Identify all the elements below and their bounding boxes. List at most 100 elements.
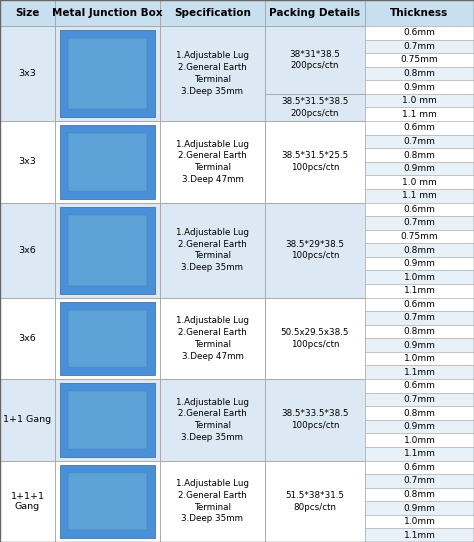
- Text: 51.5*38*31.5
80pcs/ctn: 51.5*38*31.5 80pcs/ctn: [285, 491, 345, 512]
- Text: 1.0 mm: 1.0 mm: [402, 178, 437, 186]
- Bar: [68, 133, 147, 191]
- Bar: [365, 176, 474, 189]
- Text: Size: Size: [15, 8, 40, 18]
- Bar: [160, 203, 265, 298]
- Text: 0.6mm: 0.6mm: [403, 28, 436, 37]
- Text: 38.5*31.5*25.5
100pcs/ctn: 38.5*31.5*25.5 100pcs/ctn: [282, 151, 348, 172]
- Bar: [265, 379, 365, 461]
- Text: Metal Junction Box: Metal Junction Box: [52, 8, 163, 18]
- Bar: [0, 203, 55, 298]
- Text: 0.9mm: 0.9mm: [403, 340, 436, 350]
- Text: 1.0mm: 1.0mm: [403, 354, 436, 363]
- Bar: [160, 379, 265, 461]
- Text: 3x6: 3x6: [18, 334, 36, 343]
- Bar: [265, 461, 365, 542]
- Bar: [55, 26, 160, 121]
- Bar: [365, 216, 474, 230]
- Text: 0.7mm: 0.7mm: [403, 395, 436, 404]
- Bar: [365, 189, 474, 203]
- Bar: [365, 230, 474, 243]
- Bar: [68, 38, 147, 109]
- Bar: [365, 121, 474, 134]
- Bar: [265, 203, 365, 298]
- Bar: [265, 26, 365, 121]
- Bar: [68, 309, 147, 367]
- Bar: [365, 447, 474, 461]
- Bar: [265, 298, 365, 379]
- Bar: [365, 461, 474, 474]
- Bar: [365, 53, 474, 67]
- Text: 0.8mm: 0.8mm: [403, 327, 436, 336]
- Text: 1+1+1
Gang: 1+1+1 Gang: [10, 492, 45, 511]
- Text: 3x3: 3x3: [18, 157, 36, 166]
- Text: 0.9mm: 0.9mm: [403, 164, 436, 173]
- Bar: [365, 80, 474, 94]
- Text: 0.9mm: 0.9mm: [403, 259, 436, 268]
- Bar: [0, 379, 55, 461]
- Text: 1+1 Gang: 1+1 Gang: [3, 415, 52, 424]
- Text: 50.5x29.5x38.5
100pcs/ctn: 50.5x29.5x38.5 100pcs/ctn: [281, 328, 349, 349]
- Bar: [365, 107, 474, 121]
- Text: 1.1 mm: 1.1 mm: [402, 110, 437, 119]
- Bar: [365, 338, 474, 352]
- Bar: [365, 474, 474, 488]
- Bar: [160, 0, 265, 26]
- Bar: [60, 30, 155, 117]
- Bar: [365, 392, 474, 406]
- Text: 0.7mm: 0.7mm: [403, 313, 436, 322]
- Text: 0.9mm: 0.9mm: [403, 422, 436, 431]
- Text: 1.1mm: 1.1mm: [403, 286, 436, 295]
- Bar: [365, 352, 474, 365]
- Text: 1.1mm: 1.1mm: [403, 368, 436, 377]
- Bar: [365, 434, 474, 447]
- Text: 1.0mm: 1.0mm: [403, 273, 436, 282]
- Text: 1.Adjustable Lug
2.General Earth
Terminal
3.Deep 35mm: 1.Adjustable Lug 2.General Earth Termina…: [176, 479, 249, 524]
- Bar: [365, 284, 474, 298]
- Text: 1.1 mm: 1.1 mm: [402, 191, 437, 200]
- Bar: [60, 464, 155, 538]
- Bar: [0, 0, 55, 26]
- Bar: [365, 243, 474, 257]
- Bar: [365, 420, 474, 434]
- Bar: [365, 311, 474, 325]
- Text: 1.Adjustable Lug
2.General Earth
Terminal
3.Deep 47mm: 1.Adjustable Lug 2.General Earth Termina…: [176, 316, 249, 360]
- Bar: [60, 383, 155, 456]
- Bar: [55, 0, 160, 26]
- Bar: [365, 148, 474, 162]
- Text: 0.8mm: 0.8mm: [403, 490, 436, 499]
- Bar: [365, 365, 474, 379]
- Bar: [60, 125, 155, 198]
- Text: 0.75mm: 0.75mm: [401, 55, 438, 64]
- Text: 0.8mm: 0.8mm: [403, 69, 436, 78]
- Bar: [55, 379, 160, 461]
- Text: 1.Adjustable Lug
2.General Earth
Terminal
3.Deep 47mm: 1.Adjustable Lug 2.General Earth Termina…: [176, 140, 249, 184]
- Text: 38*31*38.5
200pcs/ctn: 38*31*38.5 200pcs/ctn: [290, 49, 340, 70]
- Text: 0.6mm: 0.6mm: [403, 463, 436, 472]
- Text: 1.Adjustable Lug
2.General Earth
Terminal
3.Deep 35mm: 1.Adjustable Lug 2.General Earth Termina…: [176, 51, 249, 96]
- Text: 0.6mm: 0.6mm: [403, 300, 436, 309]
- Bar: [55, 461, 160, 542]
- Bar: [365, 67, 474, 80]
- Bar: [365, 379, 474, 392]
- Bar: [365, 40, 474, 53]
- Text: 1.1mm: 1.1mm: [403, 449, 436, 458]
- Bar: [55, 298, 160, 379]
- Bar: [160, 461, 265, 542]
- Bar: [0, 461, 55, 542]
- Text: 0.7mm: 0.7mm: [403, 218, 436, 228]
- Bar: [365, 162, 474, 176]
- Bar: [365, 26, 474, 40]
- Text: 0.9mm: 0.9mm: [403, 82, 436, 92]
- Bar: [0, 121, 55, 203]
- Text: 0.7mm: 0.7mm: [403, 42, 436, 51]
- Text: 1.Adjustable Lug
2.General Earth
Terminal
3.Deep 35mm: 1.Adjustable Lug 2.General Earth Termina…: [176, 398, 249, 442]
- Text: 38.5*31.5*38.5
200pcs/ctn: 38.5*31.5*38.5 200pcs/ctn: [281, 97, 349, 118]
- Bar: [365, 203, 474, 216]
- Bar: [365, 257, 474, 270]
- Bar: [265, 0, 365, 26]
- Bar: [365, 134, 474, 148]
- Text: Thickness: Thickness: [391, 8, 448, 18]
- Text: 3x6: 3x6: [18, 246, 36, 255]
- Bar: [365, 94, 474, 107]
- Bar: [55, 121, 160, 203]
